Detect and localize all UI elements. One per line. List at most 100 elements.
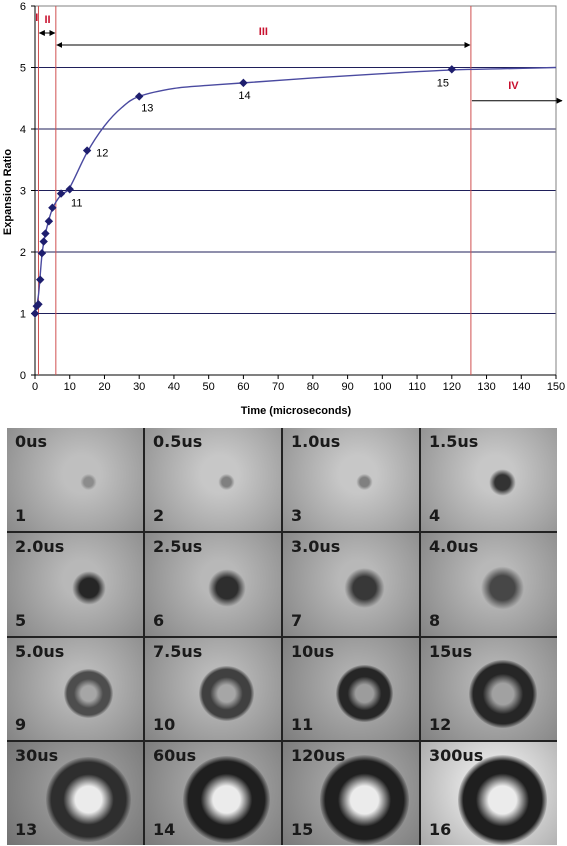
frame-time-label: 120us <box>291 746 346 766</box>
photo-frame: 30us 13 <box>7 742 143 845</box>
x-tick-label: 10 <box>64 381 76 393</box>
bubble-image <box>218 474 235 491</box>
photo-frame: 5.0us 9 <box>7 637 143 741</box>
frame-time-label: 15us <box>429 641 473 661</box>
y-tick-label: 4 <box>20 124 26 136</box>
data-point <box>56 189 66 198</box>
phase-label-i: I <box>35 12 38 24</box>
phase-label-iv: IV <box>508 80 519 92</box>
frame-number-label: 4 <box>429 505 441 525</box>
frame-time-label: 3.0us <box>291 536 341 556</box>
y-tick-label: 0 <box>20 370 26 382</box>
frame-time-label: 2.0us <box>15 536 65 556</box>
x-tick-label: 60 <box>237 381 249 393</box>
data-point-label: 15 <box>437 77 449 89</box>
frame-time-label: 60us <box>153 746 197 766</box>
data-point <box>48 203 57 212</box>
y-tick-label: 1 <box>20 309 26 321</box>
frame-time-label: 1.5us <box>429 432 479 451</box>
photo-frame: 1.0us 3 <box>283 428 419 531</box>
frame-time-label: 1.0us <box>291 432 341 451</box>
photo-frame: 0us 1 <box>7 428 143 531</box>
x-axis-title: Time (microseconds) <box>241 405 352 417</box>
data-point <box>34 300 43 309</box>
x-tick-label: 110 <box>408 381 426 393</box>
photo-frame: 2.5us 6 <box>145 532 281 636</box>
bubble-image <box>183 756 271 844</box>
photo-frame: 2.0us 5 <box>7 532 143 636</box>
bubble-image <box>71 570 106 605</box>
data-point-label: 12 <box>96 148 108 160</box>
x-tick-label: 50 <box>203 381 215 393</box>
photo-frame: 300us 16 <box>421 742 557 845</box>
frame-time-label: 7.5us <box>153 641 203 661</box>
frame-number-label: 13 <box>15 820 38 839</box>
data-point <box>135 92 144 101</box>
photo-frame: 4.0us 8 <box>421 532 557 636</box>
frame-time-label: 2.5us <box>153 536 203 556</box>
frame-number-label: 6 <box>153 610 165 630</box>
data-point <box>37 249 47 258</box>
frame-number-label: 14 <box>153 820 176 839</box>
data-point <box>30 309 40 318</box>
y-tick-label: 6 <box>20 1 26 13</box>
photo-frame: 10us 11 <box>283 637 419 741</box>
bubble-image <box>64 668 114 718</box>
y-tick-label: 5 <box>20 63 26 75</box>
data-point-label: 11 <box>71 198 82 210</box>
x-tick-label: 100 <box>373 381 391 393</box>
x-tick-label: 80 <box>307 381 319 393</box>
frame-number-label: 8 <box>429 610 441 630</box>
frame-time-label: 0.5us <box>153 432 203 451</box>
frame-number-label: 16 <box>429 820 452 839</box>
photo-frame: 7.5us 10 <box>145 637 281 741</box>
frame-time-label: 30us <box>15 746 59 766</box>
frame-number-label: 5 <box>15 610 27 630</box>
data-point-label: 14 <box>238 90 250 102</box>
data-point <box>44 217 54 226</box>
photo-frame: 1.5us 4 <box>421 428 557 531</box>
data-point <box>36 275 45 284</box>
bubble-image <box>319 754 410 845</box>
x-tick-label: 70 <box>272 381 284 393</box>
x-tick-label: 150 <box>547 381 565 393</box>
data-point <box>41 229 50 238</box>
photo-sequence-grid: 0us 1 0.5us 2 1.0us 3 1.5us 4 2.0us 5 2.5us 6 3.0us 7… <box>7 428 557 845</box>
axes <box>31 5 557 379</box>
data-point <box>82 146 92 155</box>
frame-number-label: 12 <box>429 715 452 735</box>
y-axis-title: Expansion Ratio <box>2 149 14 235</box>
data-point <box>39 237 48 246</box>
bubble-image <box>336 665 394 723</box>
frame-time-label: 4.0us <box>429 536 479 556</box>
data-point <box>447 65 456 74</box>
frame-number-label: 3 <box>291 505 303 525</box>
y-tick-label: 3 <box>20 186 26 198</box>
frame-number-label: 1 <box>15 505 27 525</box>
frame-number-label: 10 <box>153 715 176 735</box>
bubble-image <box>356 474 373 491</box>
frame-number-label: 11 <box>291 715 314 735</box>
data-point-label: 13 <box>141 102 153 114</box>
frame-time-label: 10us <box>291 641 335 661</box>
phase-label-iii: III <box>259 26 268 38</box>
frame-time-label: 300us <box>429 746 484 766</box>
data-points: 11 12 13 14 15 <box>30 65 456 318</box>
frame-number-label: 2 <box>153 505 165 525</box>
frame-number-label: 9 <box>15 715 27 735</box>
frame-number-label: 15 <box>291 820 314 839</box>
x-tick-label: 140 <box>512 381 530 393</box>
x-tick-label: 0 <box>32 381 38 393</box>
y-tick-label: 2 <box>20 247 26 259</box>
data-point <box>65 185 74 194</box>
bubble-image <box>457 754 548 845</box>
gridlines <box>35 67 556 314</box>
x-tick-label: 90 <box>341 381 353 393</box>
frame-number-label: 7 <box>291 610 303 630</box>
bubble-image <box>207 568 246 607</box>
photo-frame: 0.5us 2 <box>145 428 281 531</box>
bubble-image <box>489 469 517 497</box>
bubble-image <box>199 666 254 721</box>
